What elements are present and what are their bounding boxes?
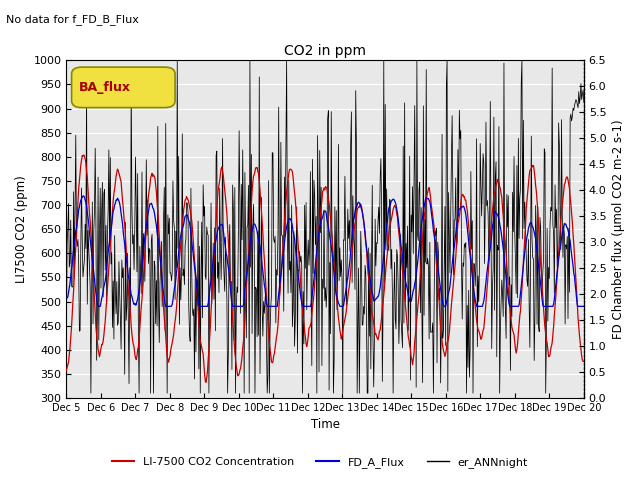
Legend: LI-7500 CO2 Concentration, FD_A_Flux, er_ANNnight: LI-7500 CO2 Concentration, FD_A_Flux, er… (108, 452, 532, 472)
Y-axis label: FD Chamber flux (μmol CO2 m-2 s-1): FD Chamber flux (μmol CO2 m-2 s-1) (612, 120, 625, 339)
Title: CO2 in ppm: CO2 in ppm (284, 44, 366, 58)
FancyBboxPatch shape (72, 67, 175, 108)
Y-axis label: LI7500 CO2 (ppm): LI7500 CO2 (ppm) (15, 175, 28, 283)
Text: No data for f_FD_B_Flux: No data for f_FD_B_Flux (6, 14, 140, 25)
X-axis label: Time: Time (310, 419, 340, 432)
Text: BA_flux: BA_flux (79, 81, 131, 94)
